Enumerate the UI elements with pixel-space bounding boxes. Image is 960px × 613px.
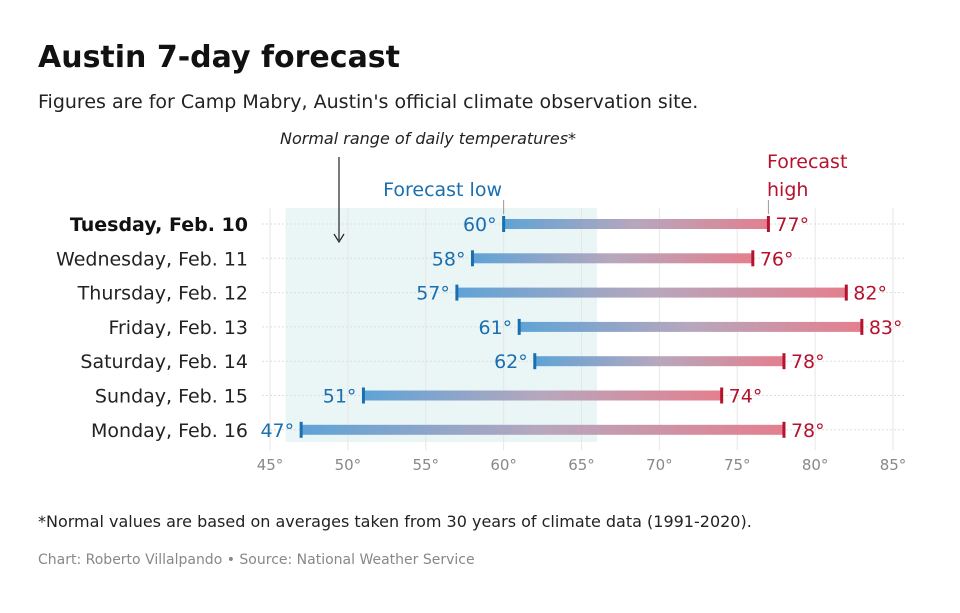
low-value-label: 57° bbox=[416, 283, 450, 305]
high-value-label: 74° bbox=[729, 386, 763, 408]
low-value-label: 61° bbox=[479, 317, 513, 339]
low-value-label: 51° bbox=[323, 386, 357, 408]
high-value-label: 77° bbox=[775, 214, 809, 236]
range-bar bbox=[301, 424, 784, 435]
x-tick-label: 85° bbox=[880, 456, 907, 474]
range-bar bbox=[503, 219, 769, 229]
low-value-label: 62° bbox=[494, 351, 528, 373]
x-tick-label: 55° bbox=[412, 456, 439, 474]
forecast-high-label: Forecast bbox=[767, 151, 847, 173]
day-label: Wednesday, Feb. 11 bbox=[56, 248, 248, 270]
x-tick-label: 45° bbox=[257, 456, 284, 474]
high-value-label: 83° bbox=[869, 317, 903, 339]
x-tick-label: 50° bbox=[335, 456, 362, 474]
range-bar bbox=[519, 321, 862, 332]
x-tick-label: 70° bbox=[646, 456, 673, 474]
low-value-label: 47° bbox=[260, 420, 294, 442]
low-value-label: 60° bbox=[463, 214, 497, 236]
high-value-label: 78° bbox=[791, 351, 825, 373]
credit: Chart: Roberto Villalpando • Source: Nat… bbox=[38, 552, 475, 568]
arrow-head-icon bbox=[333, 233, 345, 244]
footnote: *Normal values are based on averages tak… bbox=[38, 512, 752, 531]
x-tick-label: 80° bbox=[802, 456, 829, 474]
range-bar bbox=[472, 253, 753, 264]
day-label: Sunday, Feb. 15 bbox=[95, 386, 248, 408]
low-value-label: 58° bbox=[432, 248, 466, 270]
forecast-low-label: Forecast low bbox=[383, 179, 502, 201]
high-value-label: 76° bbox=[760, 248, 794, 270]
x-tick-label: 65° bbox=[568, 456, 595, 474]
day-label: Saturday, Feb. 14 bbox=[80, 351, 248, 373]
day-label: Friday, Feb. 13 bbox=[108, 317, 248, 339]
chart-title: Austin 7-day forecast bbox=[38, 40, 400, 75]
day-label: Tuesday, Feb. 10 bbox=[70, 214, 248, 236]
day-label: Thursday, Feb. 12 bbox=[77, 283, 248, 305]
range-bar bbox=[534, 356, 784, 367]
range-bar bbox=[456, 287, 847, 298]
high-value-label: 82° bbox=[853, 283, 887, 305]
high-value-label: 78° bbox=[791, 420, 825, 442]
plot-area: 45° 50° 55° 60° 65° 70° 75° 80° 85° Normal range … bbox=[56, 129, 906, 474]
chart-subtitle: Figures are for Camp Mabry, Austin's off… bbox=[38, 91, 698, 113]
normal-range-annotation: Normal range of daily temperatures* bbox=[280, 129, 576, 148]
day-label: Monday, Feb. 16 bbox=[91, 420, 248, 442]
range-bar bbox=[363, 390, 722, 401]
x-tick-label: 75° bbox=[724, 456, 751, 474]
x-tick-label: 60° bbox=[490, 456, 517, 474]
forecast-high-label: high bbox=[767, 179, 808, 201]
